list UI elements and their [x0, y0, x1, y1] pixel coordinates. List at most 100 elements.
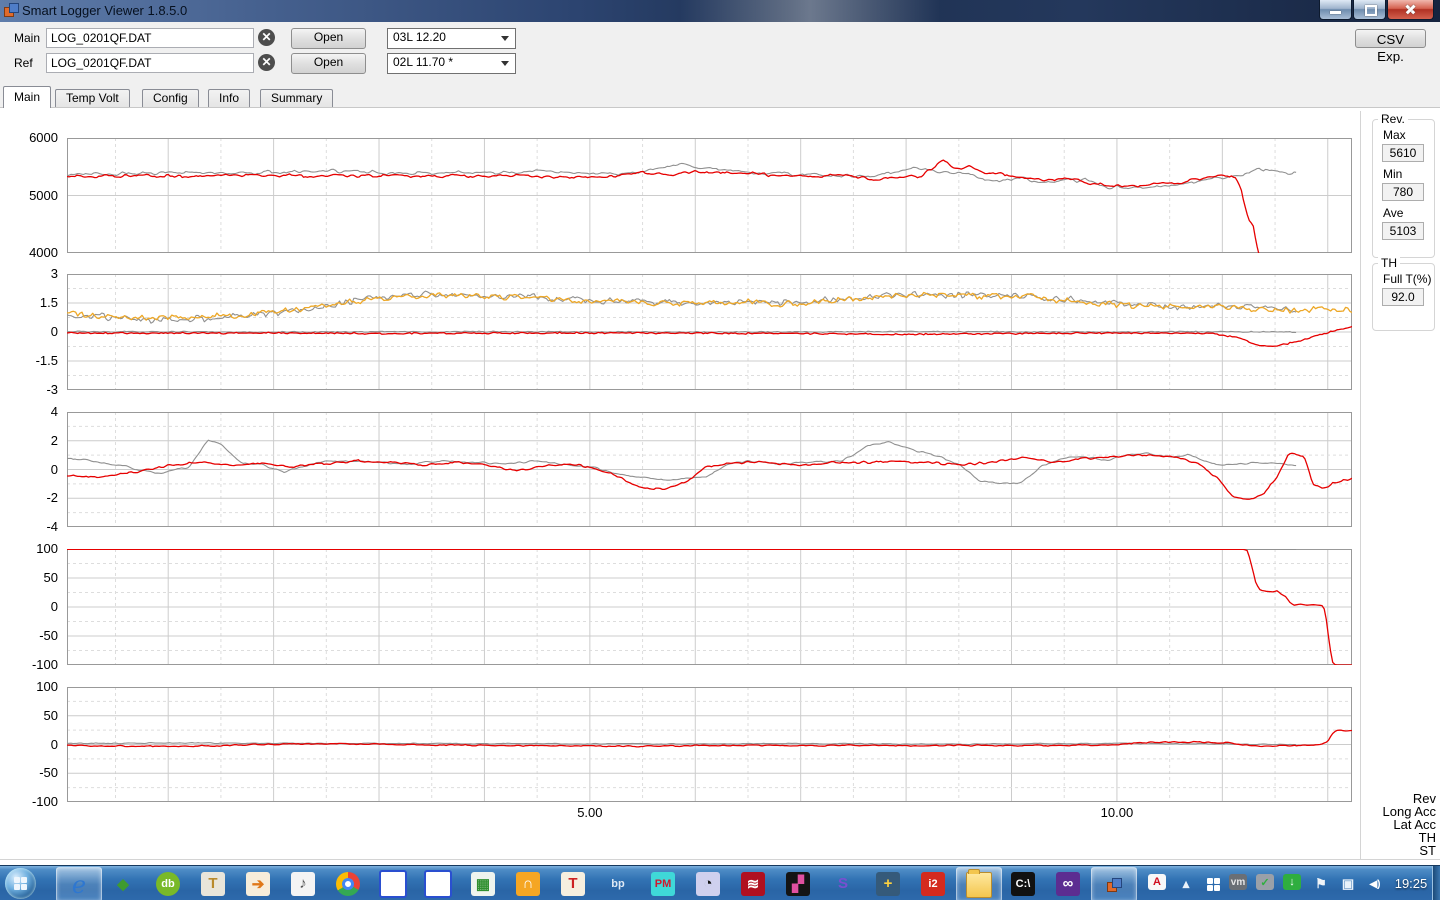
open-button[interactable]: Open — [291, 28, 366, 49]
folder-icon — [966, 868, 992, 898]
main-file-input[interactable]: LOG_0201QF.DAT — [46, 28, 254, 48]
title-bar: Smart Logger Viewer 1.8.5.0 — [0, 0, 1440, 22]
taskbar-movie-app[interactable]: ▦ — [461, 867, 505, 900]
taskbar-red-box-app[interactable]: ≋ — [731, 867, 775, 900]
trace-rev-ref — [67, 162, 1297, 190]
ref-file-input[interactable]: LOG_0201QF.DAT — [46, 53, 254, 73]
taskbar-movie-app-icon: ▦ — [471, 871, 495, 896]
taskbar-lock-app[interactable]: ∩ — [506, 867, 550, 900]
minimize-button[interactable] — [1319, 0, 1352, 20]
trace-lat-acc-main — [67, 452, 1352, 500]
taskbar-i2-app-icon: i2 — [921, 871, 945, 896]
y-tick-label: -2 — [46, 490, 58, 506]
close-button[interactable] — [1387, 0, 1434, 20]
chart-plot — [67, 137, 1352, 254]
chart-rev — [67, 137, 1352, 254]
tab-strip: Main Temp Volt Config Info Summary — [0, 86, 1440, 108]
taskbar-transfer-app[interactable]: ➔ — [236, 867, 280, 900]
tray-windows[interactable] — [1202, 874, 1224, 894]
taskbar-cmd[interactable]: C:\ — [1001, 867, 1045, 900]
y-tick-label: 0 — [50, 599, 58, 614]
taskbar-smart-logger[interactable] — [1091, 867, 1137, 900]
start-button[interactable] — [5, 868, 36, 899]
y-tick-label: 0 — [50, 736, 58, 752]
taskbar-purple-s-app[interactable]: S — [821, 867, 865, 900]
stat-label-max: Max — [1383, 128, 1406, 142]
chart-plot — [67, 411, 1352, 528]
titlebar-glass-highlight — [680, 0, 940, 22]
chart-plot — [67, 548, 1352, 666]
trace-long-acc-ref — [67, 330, 1297, 334]
stat-label-fullt: Full T(%) — [1383, 272, 1432, 286]
lap-select-dropdown[interactable]: 03L 12.20 — [387, 28, 516, 49]
taskbar-window-app-1[interactable] — [371, 867, 415, 900]
app-icon — [4, 3, 19, 17]
taskbar-bp-app[interactable]: bp — [596, 867, 640, 900]
tab-summary[interactable]: Summary — [260, 89, 334, 108]
show-desktop-button[interactable] — [1432, 866, 1440, 900]
tray-volume[interactable]: ◀) — [1369, 878, 1381, 890]
tray-action-center-flag[interactable]: ⚑ — [1315, 876, 1327, 891]
group-th: TH Full T(%) 92.0 — [1372, 256, 1435, 331]
app-logo-glyph — [1107, 877, 1122, 892]
taskbar-clock[interactable]: 19:25 — [1394, 876, 1428, 891]
legend-item-lat-acc: Lat Acc — [1393, 817, 1436, 832]
csv-export-button[interactable]: CSV Exp. — [1355, 29, 1426, 64]
taskbar-visual-studio[interactable]: ∞ — [1046, 867, 1090, 900]
taskbar-window-app-2[interactable] — [416, 867, 460, 900]
y-tick-label: -50 — [39, 765, 58, 781]
taskbar-audio-doc-app[interactable]: ♪ — [281, 867, 325, 900]
y-tick-label: 50 — [43, 707, 58, 723]
taskbar-red-box-app-icon: ≋ — [741, 871, 765, 896]
tab-temp-volt[interactable]: Temp Volt — [55, 89, 130, 108]
tray-update[interactable]: ↓ — [1283, 874, 1301, 890]
tray-red-a[interactable]: A — [1148, 874, 1166, 890]
taskbar-laptop-app[interactable]: T — [191, 867, 235, 900]
taskbar-dark-app-icon: ▞ — [786, 871, 810, 896]
toolbar: Main LOG_0201QF.DAT ✕ Open 03L 12.20 Ref LOG_0… — [0, 22, 1440, 86]
taskbar-laptop-app-icon: T — [201, 871, 225, 896]
taskbar-db-app[interactable]: db — [146, 867, 190, 900]
taskbar-disc-app[interactable]: ◔ — [686, 867, 730, 900]
clear-file-button[interactable]: ✕ — [258, 54, 275, 71]
taskbar-explorer[interactable] — [956, 867, 1002, 900]
stat-value-fullt: 92.0 — [1382, 288, 1424, 306]
restore-button[interactable] — [1353, 0, 1386, 20]
taskbar-camera-app-icon: + — [876, 871, 900, 896]
taskbar-ie-icon: e — [71, 870, 87, 899]
stat-value-max: 5610 — [1382, 144, 1424, 162]
chrome-center — [342, 877, 354, 890]
tray-vmware[interactable]: vm — [1229, 874, 1247, 890]
tab-info[interactable]: Info — [208, 89, 251, 108]
y-tick-label: -50 — [39, 628, 58, 643]
x-tick-label: 5.00 — [577, 805, 603, 820]
trace-lat-acc-ref — [67, 439, 1297, 485]
stat-value-min: 780 — [1382, 183, 1424, 201]
open-button[interactable]: Open — [291, 53, 366, 74]
taskbar-dark-app[interactable]: ▞ — [776, 867, 820, 900]
y-tick-label: 4 — [50, 404, 58, 419]
lap-select-dropdown[interactable]: 02L 11.70 * — [387, 53, 516, 74]
taskbar-red-t-app[interactable]: T — [551, 867, 595, 900]
group-title: Rev. — [1378, 112, 1408, 126]
taskbar-purple-s-app-icon: S — [837, 875, 848, 892]
tray-usb-device[interactable]: ✓ — [1256, 874, 1274, 890]
tab-main[interactable]: Main — [3, 86, 52, 108]
taskbar-ie[interactable]: e — [56, 867, 102, 900]
taskbar-i2-app[interactable]: i2 — [911, 867, 955, 900]
taskbar-db-app-icon: db — [156, 871, 180, 896]
taskbar-green-utility[interactable]: ◆ — [101, 867, 145, 900]
taskbar-visual-studio-icon: ∞ — [1056, 871, 1080, 896]
tray-show-hidden-icons[interactable]: ▴ — [1182, 876, 1190, 891]
trace-st-ref — [67, 742, 1297, 746]
y-tick-label: 100 — [36, 541, 58, 556]
clear-file-button[interactable]: ✕ — [258, 29, 275, 46]
taskbar-camera-app[interactable]: + — [866, 867, 910, 900]
tray-network[interactable]: ▣ — [1341, 876, 1355, 891]
taskbar-pm-app[interactable]: PM — [641, 867, 685, 900]
taskbar-chrome[interactable] — [326, 867, 370, 900]
y-tick-label: 3 — [50, 266, 58, 281]
tab-config[interactable]: Config — [142, 89, 199, 108]
